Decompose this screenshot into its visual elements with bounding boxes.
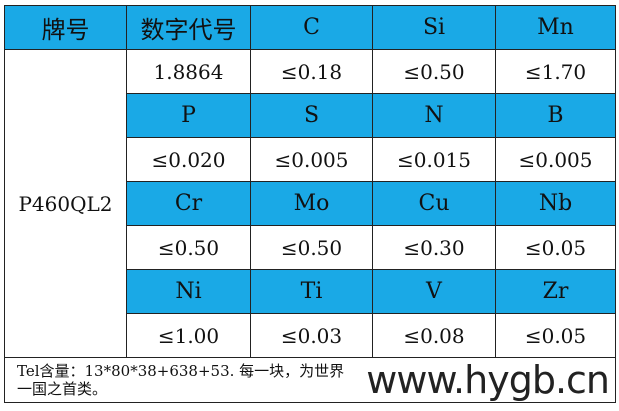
value-cell: ≤0.05 [495, 313, 616, 358]
element-row: Ni Ti V Zr [5, 269, 616, 314]
element-cell: Ni [126, 269, 251, 314]
value-cell: ≤0.005 [495, 137, 616, 182]
element-cell: Cu [372, 181, 496, 226]
value-cell: ≤0.05 [495, 225, 616, 270]
element-cell: Zr [495, 269, 616, 314]
header-si: Si [372, 5, 496, 50]
footer-content: Tel含量：13*80*38+638+53. 每一块，为世界一国之首类。 www… [17, 358, 610, 402]
element-cell: B [495, 93, 616, 138]
grade-cell: P460QL2 [4, 49, 127, 358]
element-cell: V [372, 269, 496, 314]
value-cell: ≤0.005 [250, 137, 373, 182]
value-cell: ≤0.50 [372, 49, 496, 94]
header-grade: 牌号 [4, 5, 127, 50]
header-code: 数字代号 [126, 5, 251, 50]
value-cell: ≤0.18 [250, 49, 373, 94]
value-cell: ≤0.015 [372, 137, 496, 182]
value-cell: ≤0.03 [250, 313, 373, 358]
element-row: P S N B [5, 93, 616, 138]
code-cell: 1.8864 [126, 49, 251, 94]
value-row: ≤0.020 ≤0.005 ≤0.015 ≤0.005 [5, 137, 616, 182]
element-cell: N [372, 93, 496, 138]
table-row: P460QL2 1.8864 ≤0.18 ≤0.50 ≤1.70 [4, 49, 616, 358]
value-cell: ≤0.30 [372, 225, 496, 270]
watermark: www.hygb.cn [366, 358, 610, 402]
value-cell: ≤1.00 [126, 313, 251, 358]
value-cell: ≤0.50 [126, 225, 251, 270]
value-cell: ≤0.50 [250, 225, 373, 270]
element-cell: Ti [250, 269, 373, 314]
element-cell: Mo [250, 181, 373, 226]
footer-row: Tel含量：13*80*38+638+53. 每一块，为世界一国之首类。 www… [4, 357, 616, 403]
value-row: ≤0.50 ≤0.50 ≤0.30 ≤0.05 [5, 225, 616, 270]
element-cell: S [250, 93, 373, 138]
value-cell: ≤0.08 [372, 313, 496, 358]
header-mn: Mn [495, 5, 616, 50]
element-cell: Nb [495, 181, 616, 226]
value-cell: ≤0.020 [126, 137, 251, 182]
header-row: 牌号 数字代号 C Si Mn [4, 5, 616, 50]
footer-note: Tel含量：13*80*38+638+53. 每一块，为世界一国之首类。 [17, 362, 345, 398]
footer-cell: Tel含量：13*80*38+638+53. 每一块，为世界一国之首类。 www… [4, 357, 616, 403]
value-cell: ≤1.70 [495, 49, 616, 94]
element-cell: Cr [126, 181, 251, 226]
element-row: Cr Mo Cu Nb [5, 181, 616, 226]
composition-table: 牌号 数字代号 C Si Mn P460QL2 1.8864 ≤0.18 ≤0.… [4, 5, 616, 403]
header-c: C [250, 5, 373, 50]
element-cell: P [126, 93, 251, 138]
